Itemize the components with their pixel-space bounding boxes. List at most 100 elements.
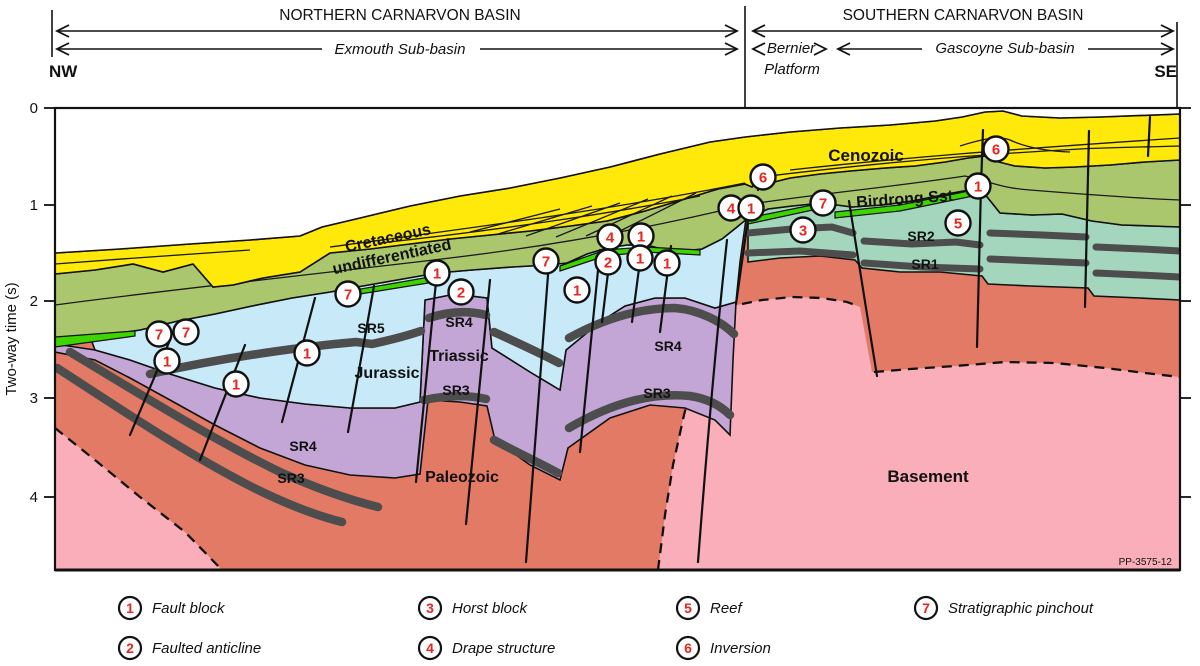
seafloor-line (55, 110, 1180, 254)
basin-extent-arrows (54, 24, 1176, 38)
structure-marker-number: 7 (819, 196, 827, 213)
y-axis-title: Two-way time (s) (3, 282, 20, 395)
subbasin-label-exmouth: Exmouth Sub-basin (335, 41, 466, 58)
sr-horizon-label: SR2 (907, 228, 934, 244)
basin-label-southern: SOUTHERN CARNARVON BASIN (843, 7, 1084, 24)
structure-marker-circle (626, 244, 654, 272)
basement-boundary-left (55, 427, 223, 570)
structure-marker-circle (293, 339, 321, 367)
structure-marker-number: 1 (163, 354, 171, 371)
legend-item-label: Drape structure (452, 640, 555, 657)
axis-ticks: 0 1 2 3 4 (30, 100, 1191, 506)
sr-horizon-label: SR3 (277, 470, 304, 486)
legend-marker-circle (417, 635, 443, 661)
structure-marker-number: 1 (974, 179, 982, 196)
structure-marker-circle (594, 248, 622, 276)
structure-marker-circle (423, 259, 451, 287)
structure-marker-circle (749, 163, 777, 191)
structure-marker-circle (172, 318, 200, 346)
sr-horizon-labels: SR5 SR4 SR3 SR4 SR3 SR4 SR3 SR2 SR1 (277, 228, 938, 486)
figure-number: PP-3575-12 (1119, 557, 1173, 568)
legend-marker-circle (117, 595, 143, 621)
direction-label-se: SE (1154, 62, 1177, 81)
structure-marker-number: 1 (637, 229, 645, 246)
basement-boundary-right-flat (873, 360, 1180, 379)
legend-marker-number: 1 (126, 600, 134, 616)
tick-label: 1 (30, 197, 38, 214)
sr-bands-center (145, 303, 739, 478)
legend-marker-number: 3 (426, 600, 434, 616)
structure-marker-circle (789, 216, 817, 244)
basement-unit-left (55, 428, 222, 570)
structure-marker-number: 4 (606, 230, 615, 247)
legend-item-label: Inversion (710, 640, 771, 657)
structure-marker-number: 6 (759, 170, 767, 187)
tick-label: 3 (30, 390, 38, 407)
legend-marker-number: 2 (126, 640, 134, 656)
header: NORTHERN CARNARVON BASIN SOUTHERN CARNAR… (49, 6, 1178, 108)
structure-marker-number: 3 (799, 223, 807, 240)
structure-marker-circle (964, 172, 992, 200)
legend-marker-circle (675, 595, 701, 621)
structure-marker-number: 2 (604, 255, 612, 272)
structure-marker-circle (737, 194, 765, 222)
structure-marker-number: 1 (747, 201, 755, 218)
unit-labels: Cenozoic Cretaceous undifferentiated Bir… (331, 146, 969, 486)
structure-marker-circle (145, 320, 173, 348)
structure-legend: 1 Fault block 2 Faulted anticline 3 Horst blo… (117, 595, 1094, 661)
label-basement: Basement (887, 467, 969, 486)
fault-lines (128, 115, 1152, 564)
structure-marker-number: 5 (954, 216, 962, 233)
legend-item-label: Stratigraphic pinchout (948, 600, 1094, 617)
structure-marker-circle (447, 278, 475, 306)
structure-marker-circle (532, 247, 560, 275)
geology-panel (55, 108, 1180, 570)
structure-marker-circle (809, 189, 837, 217)
sr-horizon-label: SR3 (442, 382, 469, 398)
structure-marker-circle (982, 135, 1010, 163)
sr-bands-left (55, 347, 383, 527)
legend-marker-circle (675, 635, 701, 661)
tick-label: 4 (30, 489, 38, 506)
structure-marker-number: 1 (663, 256, 671, 273)
label-triassic: Triassic (429, 348, 489, 365)
basement-unit-right (658, 297, 1180, 570)
structure-marker-number: 1 (573, 283, 581, 300)
legend-item-label: Faulted anticline (152, 640, 261, 657)
tick-label: 0 (30, 100, 38, 117)
legend-marker-circle (117, 635, 143, 661)
structure-marker-number: 7 (155, 327, 163, 344)
structure-marker-circle (222, 370, 250, 398)
subbasin-extent-arrows (54, 42, 1176, 56)
structure-marker-number: 2 (457, 285, 465, 302)
subbasin-label-platform: Platform (764, 61, 820, 78)
tick-label: 2 (30, 293, 38, 310)
label-jurassic: Jurassic (355, 365, 420, 382)
structure-marker-circle (563, 276, 591, 304)
structure-marker-circle (653, 249, 681, 277)
label-birdrong-sst: Birdrong Sst (856, 188, 955, 212)
sr-horizon-label: SR1 (911, 256, 938, 272)
subbasin-label-bernier: Bernier (767, 40, 816, 57)
structure-marker-circle (944, 209, 972, 237)
label-paleozoic: Paleozoic (425, 469, 499, 486)
structure-marker-number: 1 (303, 346, 311, 363)
legend-marker-number: 4 (426, 640, 434, 656)
cenozoic-bedding-lines (55, 137, 1180, 265)
basin-label-northern: NORTHERN CARNARVON BASIN (279, 7, 520, 24)
structure-marker-circle (153, 347, 181, 375)
legend-marker-circle (417, 595, 443, 621)
structure-marker-number: 6 (992, 142, 1000, 159)
sr-horizon-label: SR5 (357, 320, 384, 336)
above-seafloor-blank (55, 108, 1180, 253)
structure-marker-circle (334, 280, 362, 308)
structure-marker-number: 4 (727, 201, 736, 218)
structure-marker-number: 7 (344, 287, 352, 304)
legend-item-label: Fault block (152, 600, 226, 617)
structure-marker-number: 7 (542, 254, 550, 271)
sr-horizon-label: SR4 (289, 438, 316, 454)
direction-label-nw: NW (49, 62, 78, 81)
